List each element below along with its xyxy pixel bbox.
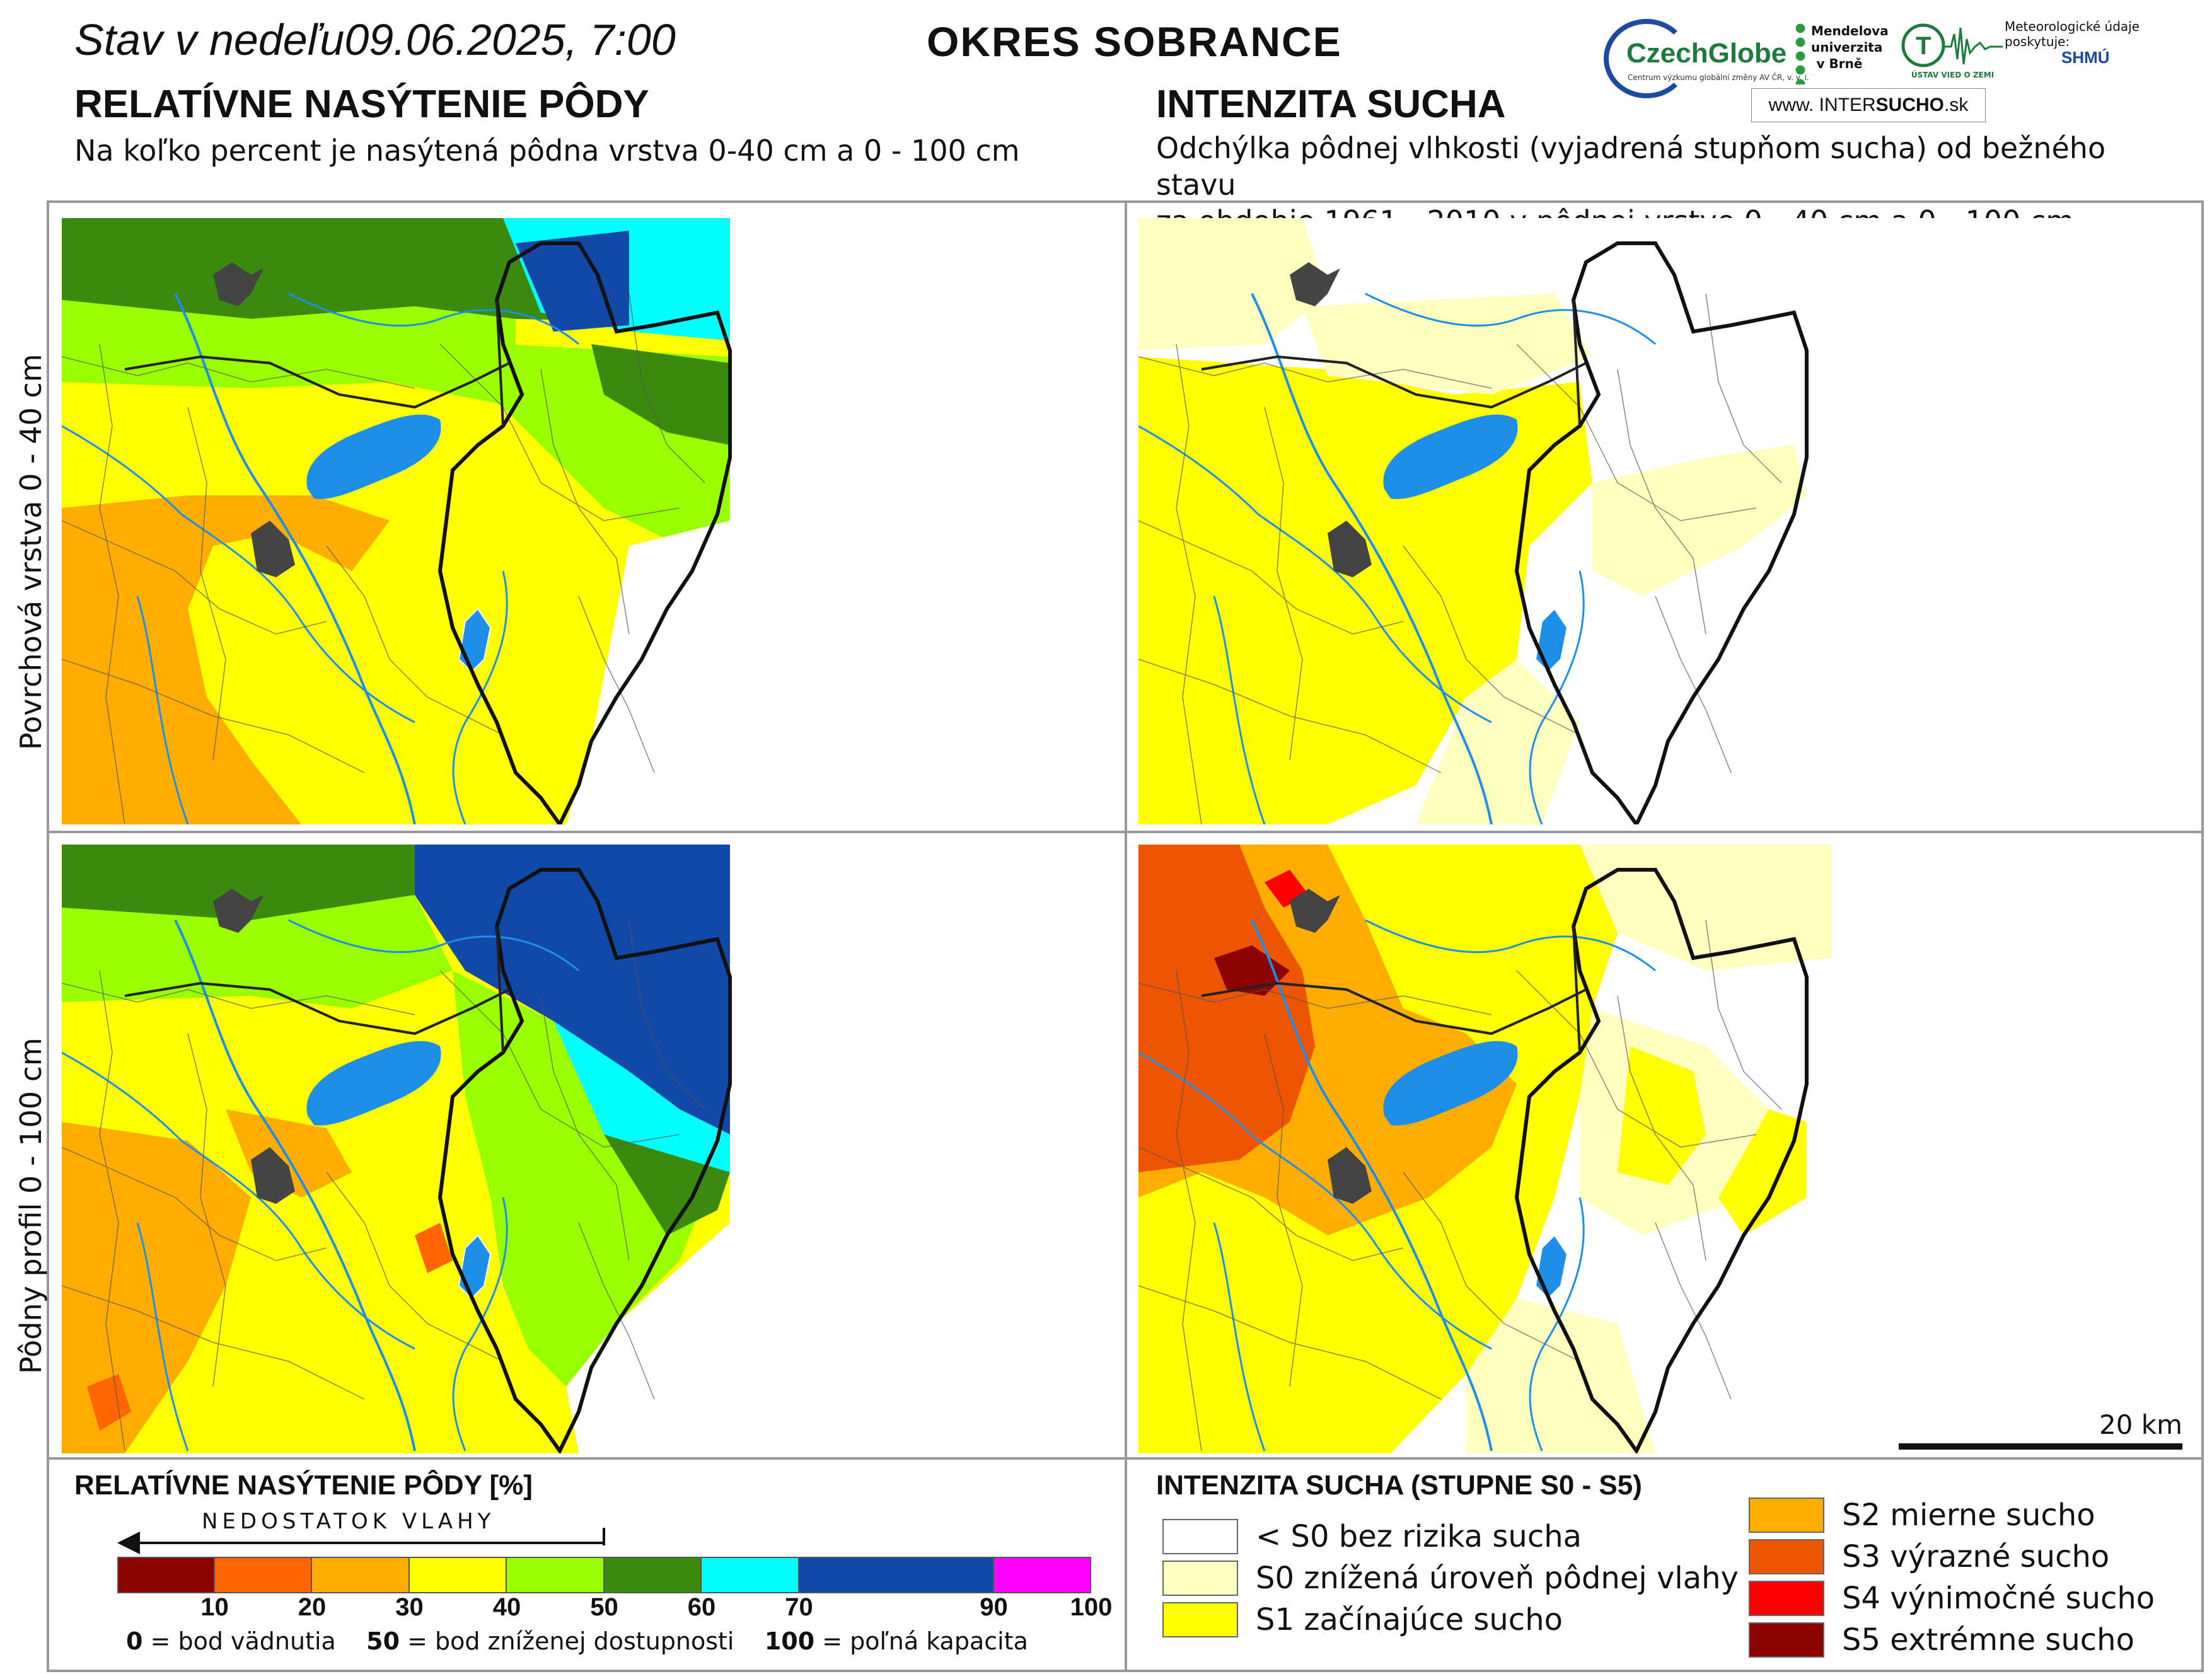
scale-label: 20 km [2099,1409,2183,1440]
czechglobe-text: CzechGlobe [1626,38,1787,69]
ramp-tick-label: 70 [785,1593,813,1621]
mendel-dots-icon [1793,21,1807,84]
drought-class-item: S3 výrazné sucho [1749,1539,2109,1574]
ramp-bin-0 [117,1557,215,1593]
moisture-deficit-label: NEDOSTATOK VLAHY [202,1509,495,1534]
frame-divider-middle [47,831,2204,833]
note-50-text: = bod zníženej dostupnosti [400,1627,734,1655]
frame-divider-vertical [1125,200,1127,1672]
drought-class-label: S5 extrémne sucho [1842,1622,2134,1658]
note-100-text: = poľná kapacita [814,1627,1028,1655]
www-prefix: www. [1768,95,1814,115]
frame-divider-legend [47,1457,2204,1460]
www-sucho: SUCHO [1875,95,1945,115]
ramp-bin-7 [799,1557,994,1593]
ramp-tick-label: 40 [492,1593,521,1621]
scale-bar [1899,1443,2182,1450]
ramp-tick-label: 50 [590,1593,618,1621]
drought-class-item: S1 začínajúce sucho [1162,1602,1563,1637]
drought-class-item: < S0 bez rizika sucha [1162,1519,1582,1554]
ramp-bin-4 [507,1557,605,1593]
drought-class-swatch [1749,1498,1824,1533]
saturation-color-ramp [117,1557,1091,1593]
saturation-subtitle: Na koľko percent je nasýtená pôdna vrstv… [74,134,1020,168]
ramp-bin-1 [214,1557,312,1593]
seismograph-icon: T [1901,23,2003,67]
ramp-tick-label: 100 [1070,1593,1113,1621]
intersucho-link[interactable]: www. INTERSUCHO.sk [1751,88,1986,122]
map-drought-topsoil [1138,218,2198,824]
czechglobe-ring-icon [1604,19,1689,98]
saturation-heading: RELATÍVNE NASÝTENIE PÔDY [74,83,649,126]
drought-class-label: S3 výrazné sucho [1842,1539,2110,1574]
row-label-topsoil: Povrchová vrstva 0 - 40 cm [14,354,48,750]
svg-text:T: T [1916,32,1931,60]
drought-subtitle-line1: Odchýlka pôdnej vlhkosti (vyjadrená stup… [1156,131,2106,202]
row-label-profile: Pôdny profil 0 - 100 cm [14,1037,48,1374]
partner-logos: CzechGlobe Centrum výzkumu globální změn… [1601,9,2143,122]
arrow-tick [603,1528,605,1545]
date-value: 09.06.2025, 7:00 [344,15,676,64]
map-drought-profile [1138,845,2198,1453]
drought-class-swatch [1749,1539,1824,1574]
ramp-tick-label: 20 [298,1593,327,1621]
drought-class-label: S1 začínajúce sucho [1256,1602,1563,1637]
www-inter: INTER [1819,95,1876,115]
uvz-logo: T ÚSTAV VIED O ZEMI [1901,21,2005,84]
note-50-key: 50 [366,1627,400,1655]
mendel-text: Mendelova univerzita v Brně [1811,23,1889,71]
ramp-tick-label: 60 [687,1593,716,1621]
drought-class-swatch [1749,1581,1824,1616]
ramp-bin-6 [702,1557,799,1593]
arrow-line [121,1542,604,1544]
note-0-text: = bod vädnutia [142,1627,336,1655]
district-title: OKRES SOBRANCE [927,18,1342,65]
map-saturation-topsoil [62,218,768,824]
ramp-tick-label: 10 [200,1593,229,1621]
drought-class-swatch [1162,1561,1238,1596]
map-saturation-profile [62,845,768,1453]
drought-class-swatch [1162,1519,1238,1554]
meteo-text: Meteorologické údaje poskytuje: [2005,19,2140,49]
drought-class-label: S4 výnimočné sucho [1842,1581,2155,1616]
drought-legend-title: INTENZITA SUCHA (STUPNE S0 - S5) [1156,1470,1642,1501]
drought-class-label: S0 znížená úroveň pôdnej vlahy [1256,1561,1739,1596]
drought-class-item: S4 výnimočné sucho [1749,1581,2155,1616]
ramp-bin-8 [993,1557,1091,1593]
drought-class-item: S0 znížená úroveň pôdnej vlahy [1162,1561,1739,1596]
drought-class-swatch [1749,1622,1824,1658]
www-suffix: .sk [1944,95,1969,115]
czechglobe-subtext: Centrum výzkumu globální změny AV ČR, v.… [1628,73,1809,82]
note-0-key: 0 [126,1627,143,1655]
ramp-bin-3 [409,1557,507,1593]
drought-class-label: S2 mierne sucho [1842,1498,2095,1533]
drought-heading: INTENZITA SUCHA [1156,83,1506,126]
drought-class-item: S2 mierne sucho [1749,1498,2095,1533]
drought-class-label: < S0 bez rizika sucha [1256,1519,1582,1554]
drought-class-swatch [1162,1602,1238,1637]
date-prefix: Stav v nedeľu [74,15,345,64]
shmu-logo: SHMÚ [2061,48,2110,67]
ramp-tick-label: 30 [395,1593,424,1621]
ramp-bin-5 [604,1557,702,1593]
note-100-key: 100 [764,1627,815,1655]
saturation-notes: 0 = bod vädnutia 50 = bod zníženej dostu… [126,1627,1028,1655]
drought-class-item: S5 extrémne sucho [1749,1622,2134,1658]
date-line: Stav v nedeľu09.06.2025, 7:00 [74,14,676,66]
czechglobe-logo: CzechGlobe Centrum výzkumu globální změn… [1601,15,1809,98]
saturation-legend-title: RELATÍVNE NASÝTENIE PÔDY [%] [74,1470,533,1501]
ramp-tick-label: 90 [980,1593,1008,1621]
uvz-text: ÚSTAV VIED O ZEMI [1911,71,1995,79]
mendel-logo: Mendelova univerzita v Brně [1793,15,1889,91]
ramp-bin-2 [312,1557,410,1593]
